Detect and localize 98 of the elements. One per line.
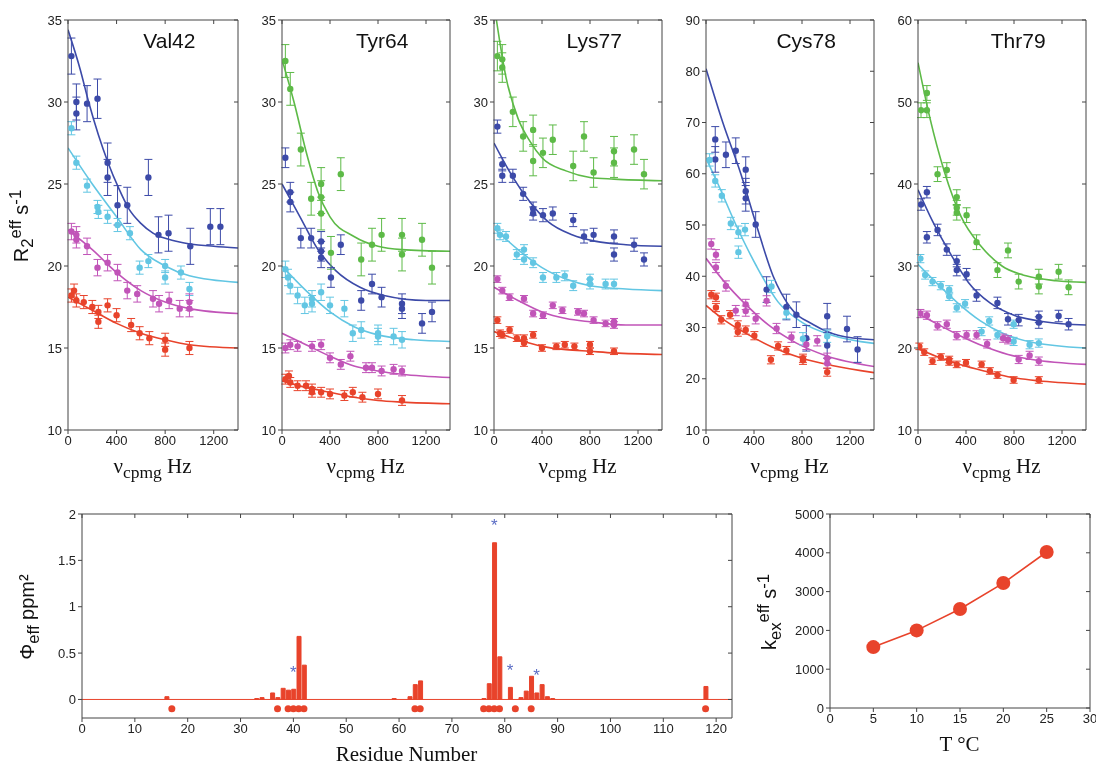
x-tick-label: 400 (531, 433, 553, 449)
x-tick-label: 1200 (835, 433, 865, 449)
chart-title: Thr79 (990, 29, 1046, 53)
x-tick-label: 80 (497, 721, 512, 737)
y-tick-label: 15 (473, 340, 488, 356)
y-tick-label: 70 (685, 115, 700, 131)
x-tick-label: 70 (444, 721, 460, 737)
x-tick-label: 15 (952, 711, 968, 727)
y-tick-label: 30 (473, 94, 488, 110)
y-tick-label: 60 (685, 166, 700, 182)
x-axis-title: T °C (939, 732, 980, 757)
y-tick-label: 10 (261, 422, 276, 438)
y-tick-label: 15 (261, 340, 276, 356)
chart-title: Val42 (143, 29, 196, 53)
y-tick-label: 25 (47, 176, 62, 192)
x-tick-label: 5 (869, 711, 877, 727)
x-tick-label: 0 (278, 433, 286, 449)
x-tick-label: 30 (1082, 711, 1098, 727)
y-tick-label: 3000 (795, 584, 824, 600)
x-tick-label: 1200 (623, 433, 653, 449)
y-tick-label: 40 (685, 268, 700, 284)
y-tick-label: 35 (473, 12, 488, 28)
y-tick-label: 20 (47, 258, 62, 274)
x-tick-label: 0 (914, 433, 922, 449)
x-tick-label: 20 (996, 711, 1011, 727)
x-tick-label: 400 (955, 433, 977, 449)
chart-title: Tyr64 (355, 29, 409, 53)
x-tick-label: 800 (1003, 433, 1025, 449)
x-tick-label: 50 (338, 721, 354, 737)
x-tick-label: 1200 (411, 433, 441, 449)
y-tick-label: 35 (261, 12, 276, 28)
x-tick-label: 0 (702, 433, 710, 449)
y-tick-label: 30 (685, 320, 700, 336)
y-tick-label: 50 (897, 94, 912, 110)
y-tick-label: 80 (685, 63, 700, 79)
x-tick-label: 800 (579, 433, 601, 449)
y-tick-label: 2000 (795, 623, 824, 639)
x-tick-label: 110 (652, 721, 674, 737)
x-tick-label: 20 (180, 721, 195, 737)
chart-title: Lys77 (566, 29, 622, 53)
y-tick-label: 25 (473, 176, 488, 192)
x-tick-label: 1200 (199, 433, 229, 449)
y-tick-label: 60 (897, 12, 912, 28)
annotation: * (506, 660, 514, 680)
annotation: * (533, 666, 541, 686)
x-tick-label: 10 (127, 721, 143, 737)
y-tick-label: 30 (47, 94, 62, 110)
x-tick-label: 1200 (1047, 433, 1077, 449)
x-tick-label: 400 (743, 433, 765, 449)
y-tick-label: 90 (685, 12, 700, 28)
y-tick-label: 1 (68, 599, 76, 615)
x-axis-title: ν$_{cpmg}$ Hz (962, 454, 1041, 484)
x-tick-label: 800 (154, 433, 176, 449)
y-tick-label: 4000 (795, 545, 824, 561)
x-tick-label: 25 (1039, 711, 1054, 727)
x-tick-label: 40 (286, 721, 301, 737)
y-tick-label: 10 (47, 422, 62, 438)
x-tick-label: 400 (105, 433, 128, 449)
x-axis-title: ν$_{cpmg}$ Hz (113, 454, 192, 484)
x-tick-label: 90 (550, 721, 565, 737)
y-tick-label: 1.5 (57, 552, 76, 568)
x-tick-label: 0 (78, 721, 86, 737)
x-tick-label: 800 (791, 433, 813, 449)
y-tick-label: 1000 (795, 661, 824, 677)
x-tick-label: 10 (909, 711, 924, 727)
chart-title: Cys78 (776, 29, 836, 53)
y-tick-label: 5000 (795, 506, 824, 522)
x-tick-label: 0 (490, 433, 498, 449)
y-tick-label: 10 (897, 422, 912, 438)
y-tick-label: 20 (897, 340, 912, 356)
x-tick-label: 100 (599, 721, 622, 737)
y-tick-label: 30 (261, 94, 276, 110)
x-tick-label: 120 (705, 721, 727, 737)
x-axis-title: ν$_{cpmg}$ Hz (326, 454, 405, 484)
x-tick-label: 400 (319, 433, 341, 449)
y-tick-label: 30 (897, 258, 912, 274)
y-tick-label: 40 (897, 176, 912, 192)
x-tick-label: 30 (233, 721, 248, 737)
x-tick-label: 0 (826, 711, 834, 727)
y-tick-label: 15 (47, 340, 62, 356)
y-tick-label: 10 (473, 422, 488, 438)
y-tick-label: 50 (685, 217, 700, 233)
annotation: * (490, 516, 498, 536)
y-tick-label: 20 (473, 258, 488, 274)
y-tick-label: 25 (261, 176, 276, 192)
y-tick-label: 2 (68, 506, 76, 522)
y-tick-label: 10 (685, 422, 700, 438)
x-axis-title: ν$_{cpmg}$ Hz (750, 454, 829, 484)
y-tick-label: 0 (816, 700, 824, 716)
y-tick-label: 0.5 (57, 645, 76, 661)
x-tick-label: 800 (367, 433, 389, 449)
y-tick-label: 20 (261, 258, 276, 274)
y-tick-label: 0 (68, 692, 76, 708)
x-tick-label: 60 (391, 721, 407, 737)
y-tick-label: 20 (685, 371, 700, 387)
x-axis-title: ν$_{cpmg}$ Hz (538, 454, 617, 484)
y-tick-label: 35 (47, 12, 62, 28)
x-axis-title: Residue Number (335, 742, 478, 767)
